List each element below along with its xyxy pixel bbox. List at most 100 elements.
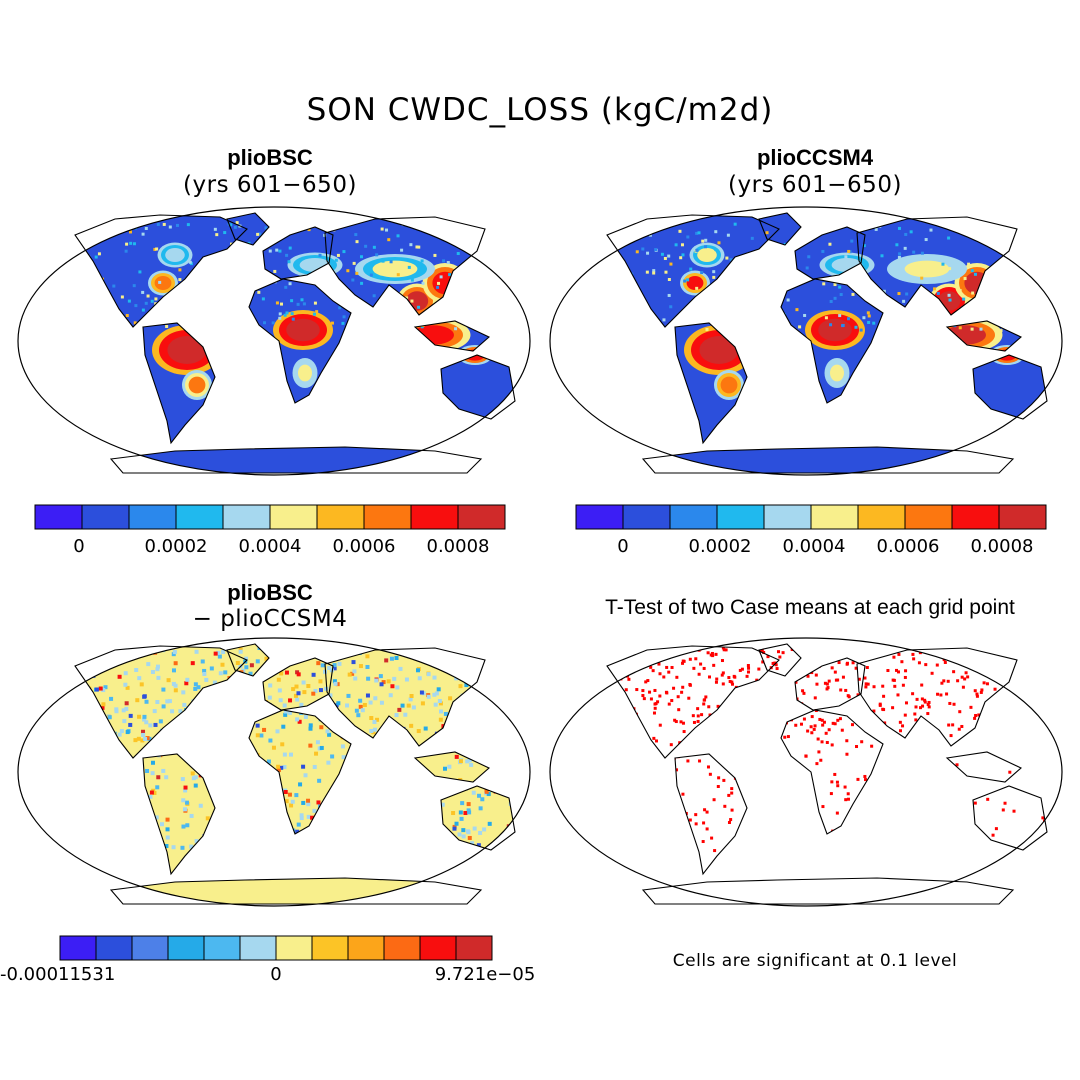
significant-cell [833,773,836,776]
significant-cell [694,813,697,816]
grid-cell [269,250,272,253]
significant-cell [681,793,684,796]
grid-cell [232,283,235,286]
significant-cell [699,729,702,732]
grid-cell [410,825,414,829]
significant-cell [920,684,923,687]
grid-cell [443,767,447,771]
significant-cell [834,671,837,674]
significant-cell [921,705,924,708]
grid-cell [239,706,243,710]
grid-cell [190,814,194,818]
grid-cell [436,744,440,748]
grid-cell [170,709,174,713]
grid-cell [124,656,128,660]
grid-cell [95,688,99,692]
significant-cell [971,655,974,658]
significant-cell [772,782,775,785]
grid-cell [137,715,141,719]
grid-cell [275,729,279,733]
grid-cell [449,712,453,716]
significant-cell [722,779,725,782]
grid-cell [265,233,268,236]
grid-cell [334,840,338,844]
grid-cell [199,708,203,712]
grid-cell [959,326,962,329]
significant-cell [787,735,790,738]
significant-cell [718,727,721,730]
significant-cell [671,666,674,669]
grid-cell [201,659,205,663]
colorbar-swatch [60,936,96,960]
significant-cell [697,736,700,739]
grid-cell [822,224,825,227]
grid-cell [118,733,122,737]
grid-cell [905,292,908,295]
grid-cell [953,314,956,317]
significant-cell [677,695,680,698]
grid-cell [263,321,266,324]
grid-cell [498,223,501,226]
grid-cell [129,242,132,245]
significant-cell [1033,660,1036,663]
grid-cell [1036,308,1039,311]
grid-cell [701,319,704,322]
grid-cell [457,311,460,314]
grid-cell [632,230,635,233]
grid-cell [414,842,418,846]
grid-cell [353,262,356,265]
significant-cell [783,676,786,679]
significant-cell [1031,681,1034,684]
grid-cell [137,737,141,741]
grid-cell [703,251,706,254]
grid-cell [407,771,411,775]
significant-cell [854,838,857,841]
grid-cell [273,270,276,273]
grid-cell [967,263,970,266]
grid-cell [851,293,854,296]
significant-cell [969,833,972,836]
grid-cell [84,753,88,757]
grid-cell [993,235,996,238]
significant-cell [844,798,847,801]
significant-cell [665,666,668,669]
grid-cell [326,654,330,658]
panel1-subtitle: (yrs 601−650) [120,172,420,198]
colorbar-swatch [576,505,623,529]
significant-cell [745,689,748,692]
grid-cell [322,803,326,807]
grid-cell [748,280,751,283]
grid-cell [93,648,97,652]
significant-cell [727,676,730,679]
significant-cell [711,652,714,655]
significant-cell [956,679,959,682]
significant-cell [895,836,898,839]
significant-cell [847,792,850,795]
grid-cell [129,714,133,718]
significant-cell [960,662,963,665]
cbar2-tick: 0.0004 [764,536,864,557]
grid-cell [920,277,923,280]
grid-cell [194,682,198,686]
grid-cell [427,672,431,676]
grid-cell [484,320,487,323]
grid-cell [948,322,951,325]
significant-cell [925,740,928,743]
grid-cell [165,736,169,740]
grid-cell [464,846,468,850]
significant-cell [746,675,749,678]
significant-cell [1050,685,1053,688]
grid-cell [163,223,166,226]
significant-cell [760,714,763,717]
grid-cell [519,761,523,765]
grid-cell [346,763,350,767]
significant-cell [828,650,831,653]
grid-cell [256,659,260,663]
significant-cell [912,657,915,660]
significant-cell [613,700,616,703]
significant-cell [934,746,937,749]
grid-cell [463,304,466,307]
significant-cell [873,843,876,846]
significant-cell [741,738,744,741]
grid-cell [268,683,272,687]
